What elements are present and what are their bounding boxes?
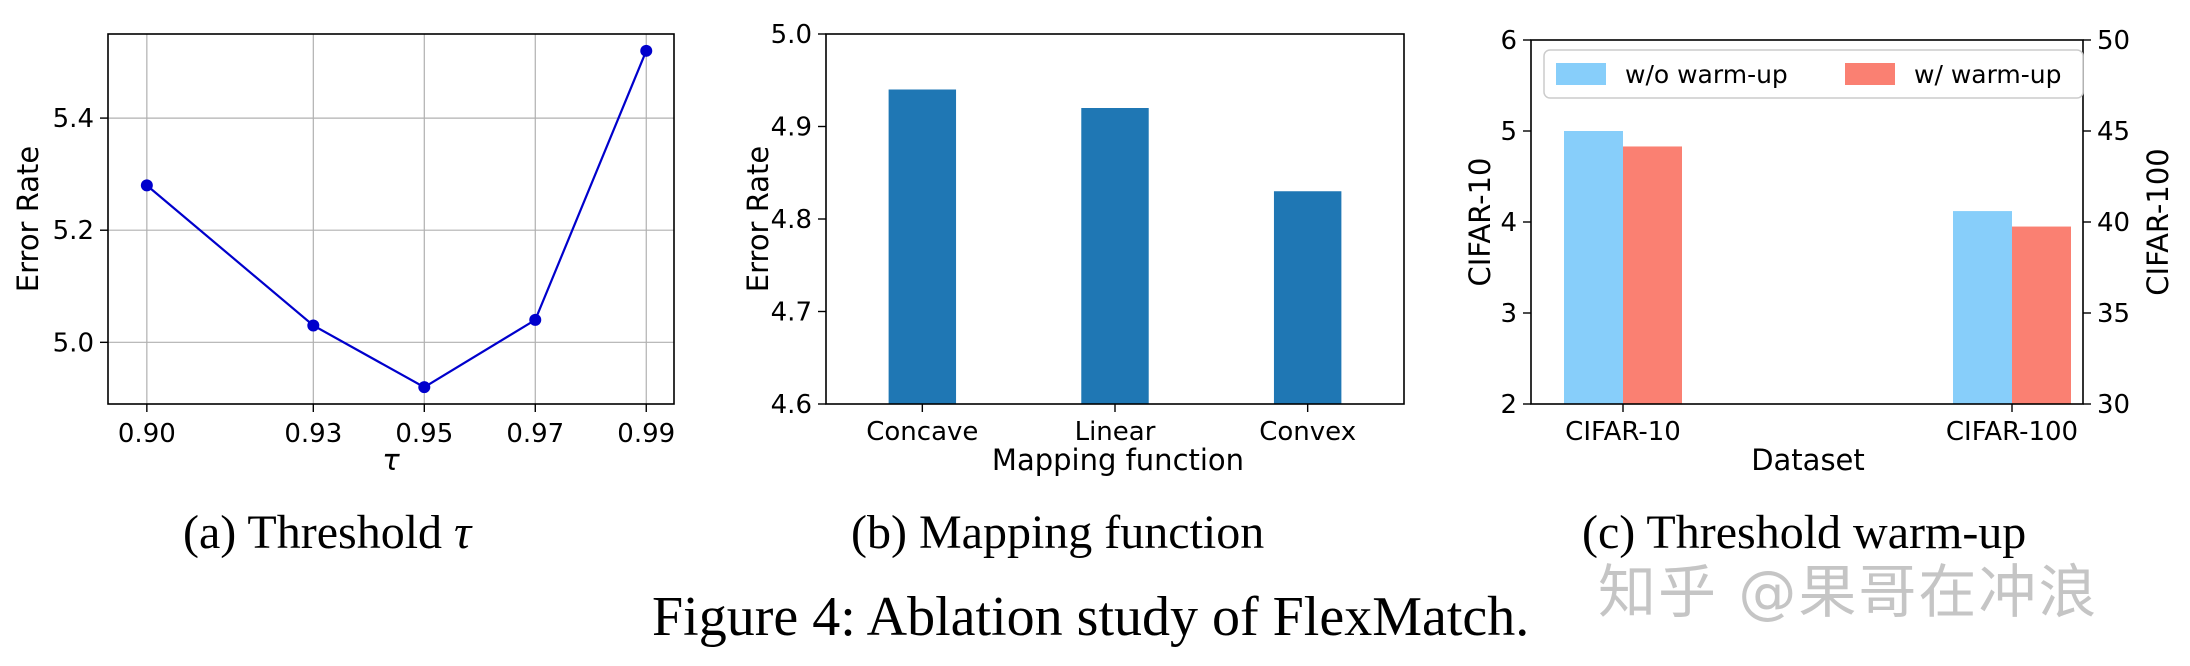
figure-caption: Figure 4: Ablation study of FlexMatch.: [652, 586, 1530, 648]
panel-a-x-tick-label: 0.93: [284, 419, 342, 449]
panel-c-bar: [1564, 131, 1623, 404]
panel-b-y-tick-label: 4.8: [771, 205, 812, 235]
panel-b-y-tick-label: 5.0: [771, 20, 812, 50]
panel-b-bar: [1273, 191, 1342, 404]
panel-b-x-tick-label: Convex: [1259, 417, 1356, 447]
panel-c-y-tick-label-left: 6: [1500, 26, 1517, 56]
caption-a-symbol: τ: [454, 506, 472, 559]
caption-b: (b) Mapping function: [851, 506, 1265, 559]
caption-a: (a) Threshold τ: [183, 505, 471, 560]
panel-c-y-tick-label-right: 30: [2097, 390, 2130, 420]
panel-b-y-axis-label: Error Rate: [741, 146, 775, 292]
panel-c-x-axis-label: Dataset: [1751, 443, 1865, 477]
panel-b-y-tick-label: 4.6: [771, 390, 812, 420]
panel-b-x-tick-label: Concave: [866, 417, 978, 447]
legend-frame: [1543, 49, 2084, 99]
panel-a-y-tick-label: 5.0: [53, 328, 94, 358]
panel-c-y-tick-label-left: 3: [1500, 299, 1517, 329]
panel-c-y-tick-label-right: 35: [2097, 299, 2130, 329]
panel-c-y-tick-label-right: 45: [2097, 117, 2130, 147]
caption-c: (c) Threshold warm-up: [1582, 506, 2027, 559]
panel-a-x-tick-label: 0.95: [395, 419, 453, 449]
panel-a-y-axis-label: Error Rate: [11, 146, 45, 292]
panel-a-threshold-chart: 0.90 0.93 0.95 0.97 0.99 5.0 5.2 5.4 τ Error Ra…: [11, 33, 675, 477]
panel-a-data-point: [640, 44, 653, 57]
panel-b-mapping-chart: Concave Linear Convex 4.6 4.7 4.8 4.9 5.0 Mappi…: [741, 20, 1405, 477]
panel-b-y-tick-label: 4.7: [771, 298, 812, 328]
watermark: 知乎 @果哥在冲浪: [1598, 558, 2099, 626]
panel-c-bar: [2012, 226, 2071, 404]
panel-c-x-tick-label: CIFAR-10: [1565, 417, 1681, 447]
legend-label-with-warmup: w/ warm-up: [1914, 60, 2062, 89]
panel-a-axes-frame: [107, 33, 675, 405]
panel-b-bar: [1081, 108, 1149, 404]
panel-c-y-tick-label-left: 4: [1500, 208, 1517, 238]
panel-b-bar: [888, 89, 957, 404]
panel-a-data-point: [307, 319, 320, 332]
panel-a-x-tick-label: 0.99: [617, 419, 675, 449]
panel-a-y-tick-label: 5.2: [53, 216, 94, 246]
panel-c-y-tick-label-left: 5: [1500, 117, 1517, 147]
panel-a-x-axis-label: τ: [382, 443, 400, 477]
legend-swatch-without-warmup: [1556, 63, 1606, 85]
panel-a-data-point: [529, 313, 542, 326]
panel-a-x-tick-label: 0.90: [118, 419, 176, 449]
panel-b-x-tick-label: Linear: [1075, 417, 1156, 447]
panel-c-y-tick-label-left: 2: [1500, 390, 1517, 420]
panel-c-x-tick-label: CIFAR-100: [1946, 417, 2078, 447]
caption-a-text: (a) Threshold: [183, 506, 455, 559]
panel-c-y-tick-label-right: 40: [2097, 208, 2130, 238]
panel-a-data-point: [140, 179, 153, 192]
panel-c-y-axis-label-left: CIFAR-10: [1463, 158, 1497, 287]
panel-b-y-tick-label: 4.9: [771, 113, 812, 143]
legend-label-without-warmup: w/o warm-up: [1625, 60, 1788, 89]
panel-c-y-tick-label-right: 50: [2097, 26, 2130, 56]
panel-c-bar: [1623, 146, 1682, 404]
legend-swatch-with-warmup: [1845, 63, 1895, 85]
panel-a-y-tick-label: 5.4: [53, 104, 94, 134]
panel-a-x-tick-label: 0.97: [506, 419, 564, 449]
panel-a-data-point: [418, 381, 431, 394]
panel-c-bar: [1953, 211, 2012, 404]
panel-a-series-line: [146, 50, 648, 389]
panel-c-legend: w/o warm-up w/ warm-up: [1543, 49, 2084, 99]
panel-b-x-axis-label: Mapping function: [992, 443, 1244, 477]
panel-c-y-axis-label-right: CIFAR-100: [2141, 148, 2175, 295]
